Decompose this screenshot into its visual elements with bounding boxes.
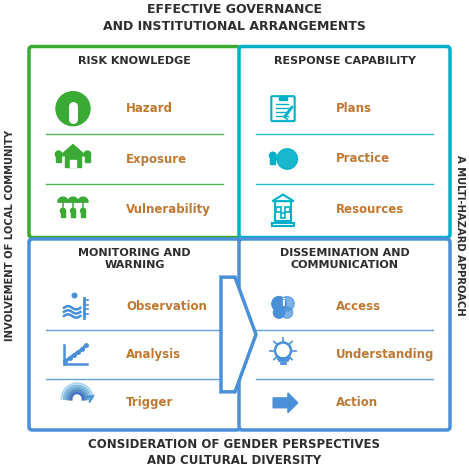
Bar (56, 154, 61, 162)
FancyBboxPatch shape (29, 47, 240, 237)
Text: Plans: Plans (336, 102, 372, 115)
Circle shape (275, 342, 291, 358)
Polygon shape (78, 197, 88, 202)
Text: Trigger: Trigger (126, 396, 174, 409)
FancyBboxPatch shape (29, 239, 240, 430)
Bar (71, 211, 75, 217)
Bar (275, 201, 291, 221)
Polygon shape (221, 277, 256, 392)
FancyBboxPatch shape (239, 47, 450, 237)
Polygon shape (273, 393, 298, 413)
Polygon shape (60, 145, 86, 156)
Text: Practice: Practice (336, 153, 390, 165)
Bar (85, 154, 90, 162)
Bar (275, 221, 291, 223)
Circle shape (61, 208, 66, 213)
Text: Understanding: Understanding (336, 348, 435, 361)
Text: EFFECTIVE GOVERNANCE
AND INSTITUTIONAL ARRANGEMENTS: EFFECTIVE GOVERNANCE AND INSTITUTIONAL A… (103, 3, 366, 32)
FancyBboxPatch shape (239, 239, 450, 430)
Circle shape (273, 307, 285, 318)
Text: Access: Access (336, 300, 381, 313)
Text: CONSIDERATION OF GENDER PERSPECTIVES
AND CULTURAL DIVERSITY: CONSIDERATION OF GENDER PERSPECTIVES AND… (89, 438, 380, 467)
Text: Exposure: Exposure (126, 153, 188, 165)
Circle shape (272, 297, 286, 311)
Bar (61, 211, 65, 217)
Polygon shape (58, 197, 68, 202)
Text: MONITORING AND
WARNING: MONITORING AND WARNING (78, 248, 191, 270)
Bar (280, 213, 286, 219)
Polygon shape (272, 195, 294, 201)
Text: Resources: Resources (336, 203, 405, 216)
Bar (285, 207, 289, 212)
Bar (270, 155, 275, 164)
Polygon shape (68, 197, 78, 202)
Text: INVOLVEMENT OF LOCAL COMMUNITY: INVOLVEMENT OF LOCAL COMMUNITY (5, 130, 15, 341)
Text: Observation: Observation (126, 300, 207, 313)
Bar (65, 156, 81, 167)
Circle shape (269, 152, 276, 159)
Bar (276, 207, 281, 212)
Text: Hazard: Hazard (126, 102, 174, 115)
Circle shape (56, 92, 90, 126)
Text: A MULTI-HAZARD APPROACH: A MULTI-HAZARD APPROACH (455, 155, 465, 316)
Text: DISSEMINATION AND
COMMUNICATION: DISSEMINATION AND COMMUNICATION (280, 248, 409, 270)
Circle shape (277, 149, 297, 169)
Bar (81, 211, 85, 217)
Text: Vulnerability: Vulnerability (126, 203, 211, 216)
Text: Action: Action (336, 396, 378, 409)
Circle shape (84, 151, 91, 157)
Circle shape (81, 208, 86, 213)
Circle shape (70, 208, 76, 213)
FancyBboxPatch shape (272, 96, 295, 121)
Bar (70, 160, 76, 167)
Bar (272, 223, 294, 226)
Circle shape (281, 307, 293, 318)
Text: i: i (281, 298, 285, 308)
Circle shape (55, 151, 62, 157)
Circle shape (280, 297, 294, 311)
Text: RISK KNOWLEDGE: RISK KNOWLEDGE (78, 56, 191, 65)
Text: Analysis: Analysis (126, 348, 182, 361)
Bar (279, 97, 287, 100)
Text: RESPONSE CAPABILITY: RESPONSE CAPABILITY (273, 56, 416, 65)
